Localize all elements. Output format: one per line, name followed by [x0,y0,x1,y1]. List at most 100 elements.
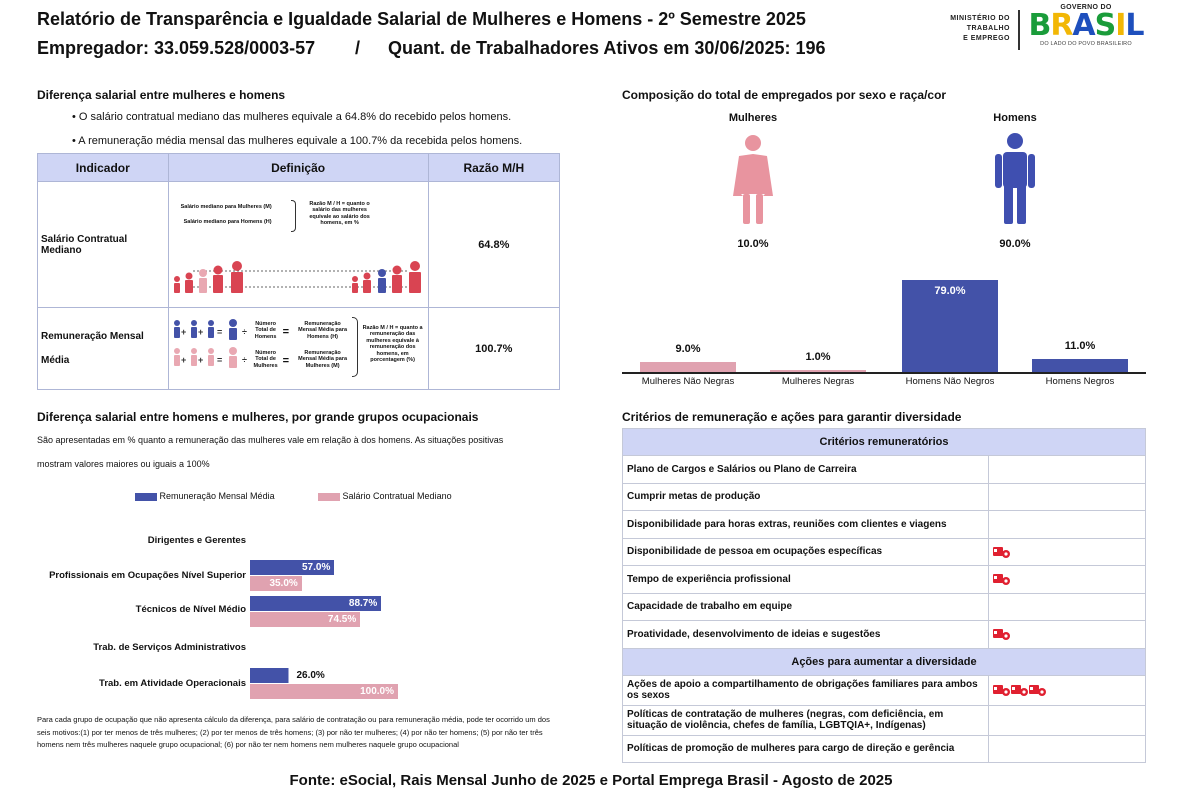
def-men-count: Número Total de Homens [254,320,277,340]
woman-icon [733,135,773,224]
active-workers: Quant. de Trabalhadores Ativos em 30/06/… [388,38,826,58]
avg-pay-people-figure: + + = ÷ + + = ÷ [173,318,247,368]
indicator-median-salary: Salário Contratual Mediano [37,181,169,308]
composition-axis [622,372,1146,374]
criteria-header-diversity: Ações para aumentar a diversidade [622,647,1146,676]
svg-text:=: = [217,327,222,337]
ministry-line-1: MINISTÉRIO DO [950,15,1010,22]
criteria-check-icon [993,629,1010,641]
composition-value-2: 79.0% [934,285,966,297]
def-women-avg: Remuneração Mensal Média para Mulheres (… [298,349,348,369]
criteria-check-icon [993,685,1010,696]
criteria-remuneration-label-5: Capacidade de trabalho em equipe [622,592,989,621]
col-ratio: Razão M/H [427,153,561,182]
def-women-count: Número Total de Mulheres [253,349,278,369]
criteria-title: Critérios de remuneração e ações para ga… [622,410,962,424]
brasil-wordmark: BRASIL [1028,8,1144,43]
indicator-avg-pay: Remuneração Mensal Média [37,307,169,390]
brace-avg [351,316,358,377]
criteria-row: Disponibilidade para horas extras, reuni… [622,510,1146,539]
criteria-row: Disponibilidade de pessoa em ocupações e… [622,537,1146,566]
criteria-row: Capacidade de trabalho em equipe [622,592,1146,621]
criteria-diversity-marker-1 [988,704,1146,736]
indicator-table: Indicador Definição Razão M/H Salário Co… [37,153,561,390]
svg-text:÷: ÷ [242,355,247,365]
svg-text:+: + [181,327,186,337]
women-pct: 10.0% [737,238,769,250]
gov-tagline: DO LADO DO POVO BRASILEIRO [1040,41,1132,47]
criteria-row: Proatividade, desenvolvimento de ideias … [622,620,1146,649]
salary-gap-title: Diferença salarial entre mulheres e home… [37,88,286,102]
report-title: Relatório de Transparência e Igualdade S… [37,9,806,29]
composition-category-1: Mulheres Negras [781,376,855,387]
occ-cat-4: Trab. em Atividade Operacionais [99,678,246,689]
occupational-desc-2: mostram valores maiores ou iguais a 100% [37,459,210,469]
criteria-remuneration-label-6: Proatividade, desenvolvimento de ideias … [622,620,989,649]
composition-chart: 9.0% Mulheres Não Negras 1.0% Mulheres Negr… [620,270,1150,390]
occ-bar-sal-1: 35.0% [250,576,302,591]
composition-value-0: 9.0% [675,342,701,355]
criteria-remuneration-marker-2 [988,510,1146,539]
ministry-logo: MINISTÉRIO DO TRABALHO E EMPREGO [925,14,1010,44]
definition-median-salary: Salário mediano para Mulheres (M) Salári… [167,181,429,308]
logo-divider [1018,10,1020,50]
equals-men: = [282,325,290,338]
criteria-remuneration-label-3: Disponibilidade de pessoa em ocupações e… [622,537,989,566]
equals-women: = [282,354,290,367]
definition-avg-pay: + + = ÷ + + = ÷ Número Total de Homens = Remun… [167,307,429,390]
occ-cat-1: Profissionais em Ocupações Nível Superio… [49,570,246,581]
criteria-diversity-label-1: Políticas de contratação de mulheres (ne… [622,704,989,736]
employer-id: Empregador: 33.059.528/0003-57 [37,38,316,58]
occ-bar-sal-2: 74.5% [250,612,361,627]
criteria-remuneration-label-4: Tempo de experiência profissional [622,565,989,594]
occ-cat-3: Trab. de Serviços Administrativos [93,642,246,653]
occ-label-rem-2: 88.7% [348,598,378,609]
def-note-avg: Razão M / H = quanto a remuneração das m… [362,324,423,364]
composition-bar-3 [1032,359,1128,372]
legend-pink-swatch [318,492,340,501]
brace [290,199,296,232]
occ-label-sal-4: 100.0% [360,686,394,697]
occ-label-rem-4: 26.0% [296,670,325,681]
def-men-avg: Remuneração Mensal Média para Homens (H) [298,320,348,340]
ministry-line-3: E EMPREGO [963,35,1010,42]
occ-bar-sal-4: 100.0% [250,684,398,699]
occ-bar-rem-2: 88.7% [250,596,382,611]
composition-title: Composição do total de empregados por se… [622,88,947,102]
men-pct: 90.0% [999,238,1031,250]
criteria-check-icon [1029,685,1046,696]
composition-bar-0 [640,361,736,372]
criteria-remuneration-marker-6 [988,620,1146,649]
def-men-median: Salário mediano para Homens (H) [183,218,272,225]
criteria-remuneration-marker-4 [988,565,1146,594]
occ-bar-rem-1: 57.0% [250,560,335,575]
criteria-diversity-marker-2 [988,734,1146,763]
criteria-check-icon [1011,685,1028,696]
salary-gap-bullet-1: • O salário contratual mediano das mulhe… [72,111,512,123]
criteria-check-icon [993,546,1010,558]
occ-label-sal-1: 35.0% [269,578,298,589]
occupational-footnote: Para cada grupo de ocupação que não apre… [37,715,550,749]
svg-text:+: + [198,355,203,365]
median-people-figure [173,260,421,293]
occ-label-rem-1: 57.0% [302,562,331,573]
def-women-median: Salário mediano para Mulheres (M) [180,203,272,210]
criteria-table: Critérios remuneratórios Plano de Cargos … [622,428,1146,763]
gov-line: GOVERNO DO [1060,4,1112,11]
ratio-median-salary: 64.8% [427,181,561,308]
col-definition: Definição [167,153,429,182]
criteria-row: Tempo de experiência profissional [622,565,1146,594]
source-footer: Fonte: eSocial, Rais Mensal Junho de 202… [289,772,893,788]
ministry-line-2: TRABALHO [966,25,1010,32]
criteria-row: Ações de apoio a compartilhamento de obr… [622,674,1146,706]
occ-cat-2: Técnicos de Nível Médio [135,604,246,615]
occ-cat-0: Dirigentes e Gerentes [147,535,246,546]
occupational-desc-1: São apresentadas em % quanto a remuneraç… [37,435,504,445]
man-icon [995,133,1035,224]
indicator-avg-pay-line-2: Média [41,354,70,366]
criteria-diversity-label-0: Ações de apoio a compartilhamento de obr… [622,674,989,706]
legend-blue-swatch [135,492,157,501]
legend-sal-mediano: Salário Contratual Mediano [318,491,452,501]
legend-blue-label: Remuneração Mensal Média [159,491,275,501]
occupational-title: Diferença salarial entre homens e mulher… [37,410,479,424]
